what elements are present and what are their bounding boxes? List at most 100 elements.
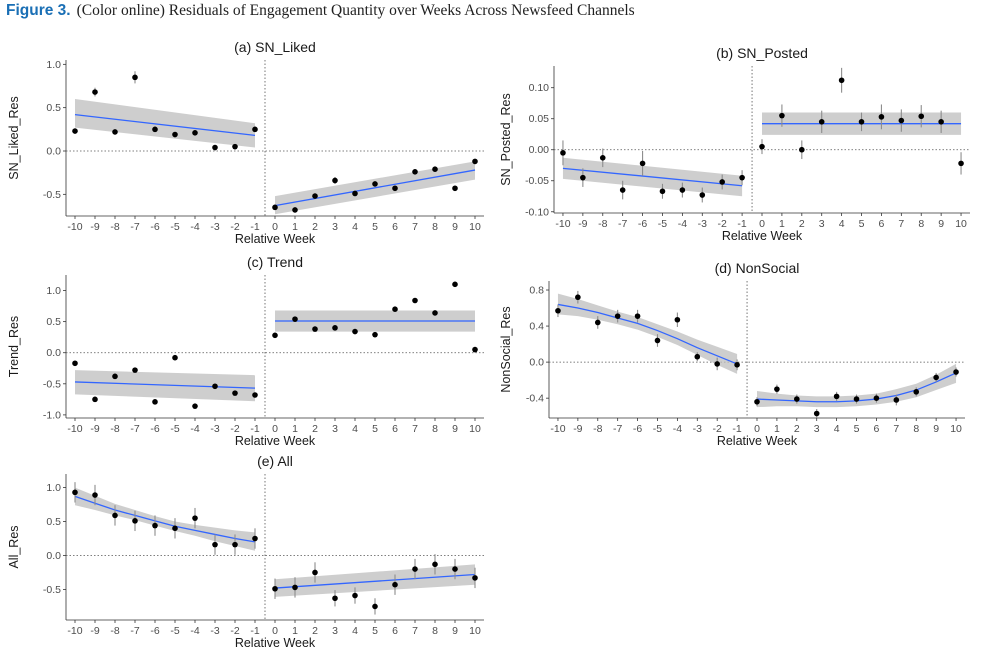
data-point (392, 185, 398, 192)
x-tick-label: -9 (578, 218, 587, 230)
data-point (72, 489, 78, 496)
figure-label: Figure 3. (6, 2, 71, 19)
data-point (833, 393, 840, 400)
x-tick-label: -4 (678, 218, 687, 230)
x-tick-label: -7 (613, 423, 622, 435)
y-tick-label: 0.8 (529, 285, 544, 297)
y-tick-label: 1.0 (46, 59, 61, 71)
confidence-band (757, 363, 957, 408)
x-tick-label: 9 (938, 218, 944, 230)
x-tick-label: -6 (150, 625, 159, 637)
y-tick-label: -1.0 (43, 409, 61, 421)
data-point (714, 361, 720, 367)
data-point (873, 395, 880, 401)
data-point (838, 77, 845, 84)
y-tick-label: 0.10 (529, 82, 550, 94)
x-tick-label: -4 (190, 423, 199, 435)
y-tick-label: 0.0 (46, 146, 61, 158)
data-point (614, 313, 621, 319)
data-point (112, 512, 118, 519)
x-tick-label: 0 (272, 221, 278, 233)
y-tick-label: 1.0 (46, 482, 61, 494)
x-axis-label: Relative Week (722, 229, 803, 243)
data-point (192, 403, 198, 409)
y-tick-label: -0.5 (43, 584, 61, 596)
data-point (312, 193, 318, 199)
x-tick-label: 2 (312, 625, 318, 637)
x-tick-label: -6 (638, 218, 647, 230)
data-point (799, 146, 805, 153)
data-point (252, 392, 258, 398)
data-point (794, 396, 800, 402)
confidence-band (75, 99, 255, 148)
x-tick-label: -10 (67, 625, 82, 637)
x-tick-label: 4 (352, 423, 358, 435)
data-point (858, 119, 865, 125)
data-point (172, 131, 178, 138)
x-tick-label: 10 (469, 423, 481, 435)
chart-title: (a) SN_Liked (234, 39, 316, 55)
x-tick-label: -2 (713, 423, 722, 435)
x-axis-label: Relative Week (235, 232, 316, 246)
data-point (634, 313, 641, 319)
x-tick-label: 4 (839, 218, 845, 230)
data-point (152, 522, 158, 529)
x-tick-label: -3 (210, 423, 219, 435)
data-point (272, 332, 278, 339)
data-point (754, 398, 760, 405)
data-point (192, 130, 198, 136)
data-point (555, 307, 561, 314)
y-axis-label: SN_Liked_Res (7, 96, 21, 179)
data-point (853, 396, 860, 402)
x-tick-label: 3 (332, 625, 338, 637)
x-tick-label: -5 (170, 423, 179, 435)
data-point (779, 112, 785, 119)
data-point (893, 397, 900, 403)
x-tick-label: -2 (230, 221, 239, 233)
data-point (152, 399, 158, 405)
data-point (759, 143, 765, 150)
x-tick-label: 5 (859, 218, 865, 230)
y-tick-label: 1.0 (46, 285, 61, 297)
data-point (933, 374, 939, 381)
x-tick-label: 0 (759, 218, 765, 230)
data-point (352, 190, 358, 197)
x-axis-label: Relative Week (717, 434, 798, 448)
data-point (252, 535, 258, 542)
x-tick-label: -7 (130, 423, 139, 435)
x-tick-label: -10 (67, 423, 82, 435)
data-point (332, 595, 338, 602)
data-point (659, 188, 666, 195)
chart-sn-liked: (a) SN_Liked-0.50.00.51.0-10 -9 -8 -7 -6 -5 -4… (7, 39, 484, 246)
data-point (332, 177, 338, 184)
y-axis-label: NonSocial_Res (499, 306, 513, 392)
data-point (392, 581, 398, 588)
y-tick-label: -0.5 (43, 378, 61, 390)
chart-title: (e) All (257, 453, 293, 469)
data-point (432, 166, 438, 172)
x-tick-label: -6 (150, 221, 159, 233)
x-tick-label: -8 (110, 423, 119, 435)
x-tick-label: -2 (230, 423, 239, 435)
data-point (674, 316, 681, 323)
x-tick-label: 2 (312, 423, 318, 435)
fit-line (74, 495, 256, 543)
data-point (132, 518, 138, 524)
y-axis-label: All_Res (7, 525, 21, 568)
x-tick-label: 3 (332, 221, 338, 233)
fit-line (274, 169, 476, 207)
x-tick-label: 8 (432, 221, 438, 233)
x-tick-label: -1 (732, 423, 741, 435)
x-tick-label: 0 (272, 423, 278, 435)
y-tick-label: 0.5 (46, 102, 61, 114)
chart-title: (d) NonSocial (715, 260, 800, 276)
x-tick-label: 6 (392, 423, 398, 435)
data-point (292, 316, 298, 322)
data-point (472, 158, 478, 165)
y-axis-label: SN_Posted_Res (499, 93, 513, 185)
data-point (92, 396, 98, 403)
fit-line (74, 113, 256, 137)
data-point (898, 117, 905, 124)
data-point (432, 310, 438, 316)
x-tick-label: -6 (633, 423, 642, 435)
